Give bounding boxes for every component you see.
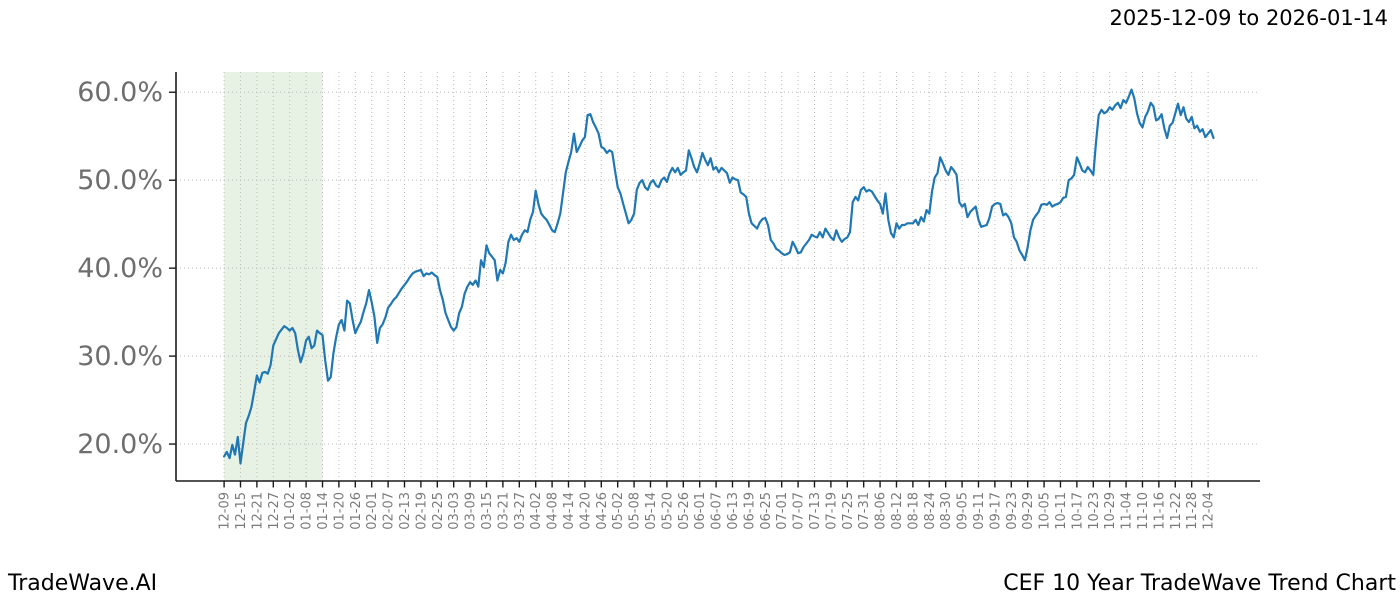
svg-text:06-13: 06-13	[726, 492, 741, 530]
svg-text:08-30: 08-30	[939, 492, 954, 530]
svg-text:03-03: 03-03	[447, 492, 462, 530]
trend-line-series	[223, 88, 1215, 465]
svg-text:08-12: 08-12	[890, 492, 905, 530]
svg-text:04-20: 04-20	[578, 492, 593, 530]
svg-text:03-09: 03-09	[464, 492, 479, 530]
svg-text:02-01: 02-01	[365, 492, 380, 530]
svg-text:09-11: 09-11	[972, 492, 987, 530]
svg-text:06-01: 06-01	[693, 492, 708, 530]
svg-text:04-26: 04-26	[595, 492, 610, 530]
svg-text:08-18: 08-18	[906, 492, 921, 530]
svg-text:12-27: 12-27	[267, 492, 282, 530]
svg-text:06-19: 06-19	[742, 492, 757, 530]
svg-text:05-08: 05-08	[628, 492, 643, 530]
svg-text:08-24: 08-24	[923, 492, 938, 530]
svg-text:03-21: 03-21	[496, 492, 511, 530]
svg-text:10-05: 10-05	[1038, 492, 1053, 530]
svg-text:01-26: 01-26	[349, 492, 364, 530]
svg-text:07-01: 07-01	[775, 492, 790, 530]
chart-title: CEF 10 Year TradeWave Trend Chart	[1003, 571, 1396, 596]
svg-text:11-16: 11-16	[1152, 492, 1167, 530]
svg-text:07-31: 07-31	[857, 492, 872, 530]
svg-text:01-08: 01-08	[300, 492, 315, 530]
svg-text:11-22: 11-22	[1169, 492, 1184, 530]
svg-text:07-19: 07-19	[824, 492, 839, 530]
svg-text:02-19: 02-19	[414, 492, 429, 530]
svg-text:07-07: 07-07	[792, 492, 807, 530]
svg-text:40.0%: 40.0%	[77, 253, 163, 284]
svg-text:02-25: 02-25	[431, 492, 446, 530]
svg-text:10-29: 10-29	[1103, 492, 1118, 530]
svg-text:09-05: 09-05	[956, 492, 971, 530]
svg-text:05-14: 05-14	[644, 492, 659, 530]
svg-text:10-23: 10-23	[1087, 492, 1102, 530]
svg-text:11-28: 11-28	[1185, 492, 1200, 530]
svg-text:05-26: 05-26	[677, 492, 692, 530]
brand-label: TradeWave.AI	[8, 571, 158, 596]
svg-text:02-07: 02-07	[382, 492, 397, 530]
svg-text:10-17: 10-17	[1070, 492, 1085, 530]
svg-text:08-06: 08-06	[874, 492, 889, 530]
svg-text:03-27: 03-27	[513, 492, 528, 530]
svg-text:05-20: 05-20	[660, 492, 675, 530]
svg-text:09-29: 09-29	[1021, 492, 1036, 530]
svg-text:20.0%: 20.0%	[77, 429, 163, 460]
page-title: 2025-12-09 to 2026-01-14	[1109, 6, 1388, 30]
svg-text:06-25: 06-25	[759, 492, 774, 530]
svg-text:01-02: 01-02	[283, 492, 298, 530]
svg-text:09-23: 09-23	[1005, 492, 1020, 530]
svg-text:07-25: 07-25	[841, 492, 856, 530]
tick-marks	[169, 91, 1209, 488]
svg-text:04-02: 04-02	[529, 492, 544, 530]
svg-text:12-04: 12-04	[1202, 492, 1217, 530]
x-axis-tick-labels: 12-09 12-15 12-21 12-27 01-02 01-08 01-14 01-20…	[218, 492, 1217, 530]
svg-text:60.0%: 60.0%	[77, 77, 163, 108]
axes-spines	[175, 72, 1260, 482]
svg-text:12-15: 12-15	[234, 492, 249, 530]
svg-text:11-04: 11-04	[1120, 492, 1135, 530]
svg-text:02-13: 02-13	[398, 492, 413, 530]
svg-text:04-08: 04-08	[546, 492, 561, 530]
svg-text:10-11: 10-11	[1054, 492, 1069, 530]
gridlines	[176, 72, 1260, 481]
y-axis-tick-labels: 20.0% 30.0% 40.0% 50.0% 60.0%	[77, 77, 163, 460]
svg-text:01-20: 01-20	[332, 492, 347, 530]
svg-text:12-09: 12-09	[218, 492, 233, 530]
svg-text:11-10: 11-10	[1136, 492, 1151, 530]
svg-text:12-21: 12-21	[250, 492, 265, 530]
svg-text:50.0%: 50.0%	[77, 165, 163, 196]
svg-text:04-14: 04-14	[562, 492, 577, 530]
svg-text:30.0%: 30.0%	[77, 341, 163, 372]
svg-text:07-13: 07-13	[808, 492, 823, 530]
svg-text:01-14: 01-14	[316, 492, 331, 530]
svg-text:03-15: 03-15	[480, 492, 495, 530]
svg-text:06-07: 06-07	[710, 492, 725, 530]
svg-text:05-02: 05-02	[611, 492, 626, 530]
svg-text:09-17: 09-17	[988, 492, 1003, 530]
